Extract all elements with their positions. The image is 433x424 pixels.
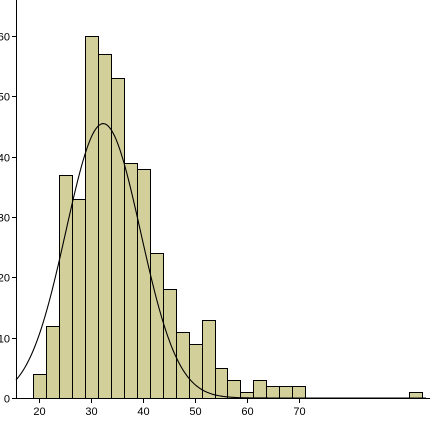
bar-14 bbox=[215, 368, 228, 399]
bar-17 bbox=[253, 380, 267, 399]
bar-1 bbox=[46, 326, 60, 399]
bar-19 bbox=[279, 386, 293, 399]
bar-20 bbox=[292, 386, 306, 399]
bar-11 bbox=[176, 332, 190, 399]
y-tick-label-4: 40 bbox=[0, 153, 10, 165]
y-tick-label-2: 20 bbox=[0, 273, 10, 285]
bar-13 bbox=[202, 320, 216, 399]
x-tick-label-2: 40 bbox=[137, 406, 149, 418]
bar-7 bbox=[124, 163, 138, 399]
bar-12 bbox=[189, 344, 203, 399]
x-tick-label-0: 20 bbox=[33, 406, 45, 418]
bar-6 bbox=[111, 78, 125, 399]
x-tick-label-3: 50 bbox=[189, 406, 201, 418]
y-tick-label-1: 10 bbox=[0, 334, 10, 346]
y-tick-label-0: 0 bbox=[4, 394, 10, 406]
bar-8 bbox=[137, 169, 151, 399]
bar-18 bbox=[266, 386, 280, 399]
y-tick-label-3: 30 bbox=[0, 213, 10, 225]
y-tick-label-6: 60 bbox=[0, 32, 10, 44]
x-tick-label-1: 30 bbox=[85, 406, 97, 418]
bar-4 bbox=[85, 36, 99, 399]
bar-15 bbox=[227, 380, 241, 399]
x-tick-label-4: 60 bbox=[241, 406, 253, 418]
x-tick-label-5: 70 bbox=[293, 406, 305, 418]
bar-5 bbox=[98, 54, 112, 399]
y-ticks: 0 10 20 30 40 50 60 bbox=[0, 32, 17, 406]
bar-0 bbox=[33, 374, 47, 399]
bars-group bbox=[33, 36, 423, 399]
x-ticks: 20 30 40 50 60 70 bbox=[33, 398, 306, 418]
bar-3 bbox=[72, 199, 86, 399]
y-tick-label-5: 50 bbox=[0, 92, 10, 104]
bar-9 bbox=[150, 253, 164, 399]
